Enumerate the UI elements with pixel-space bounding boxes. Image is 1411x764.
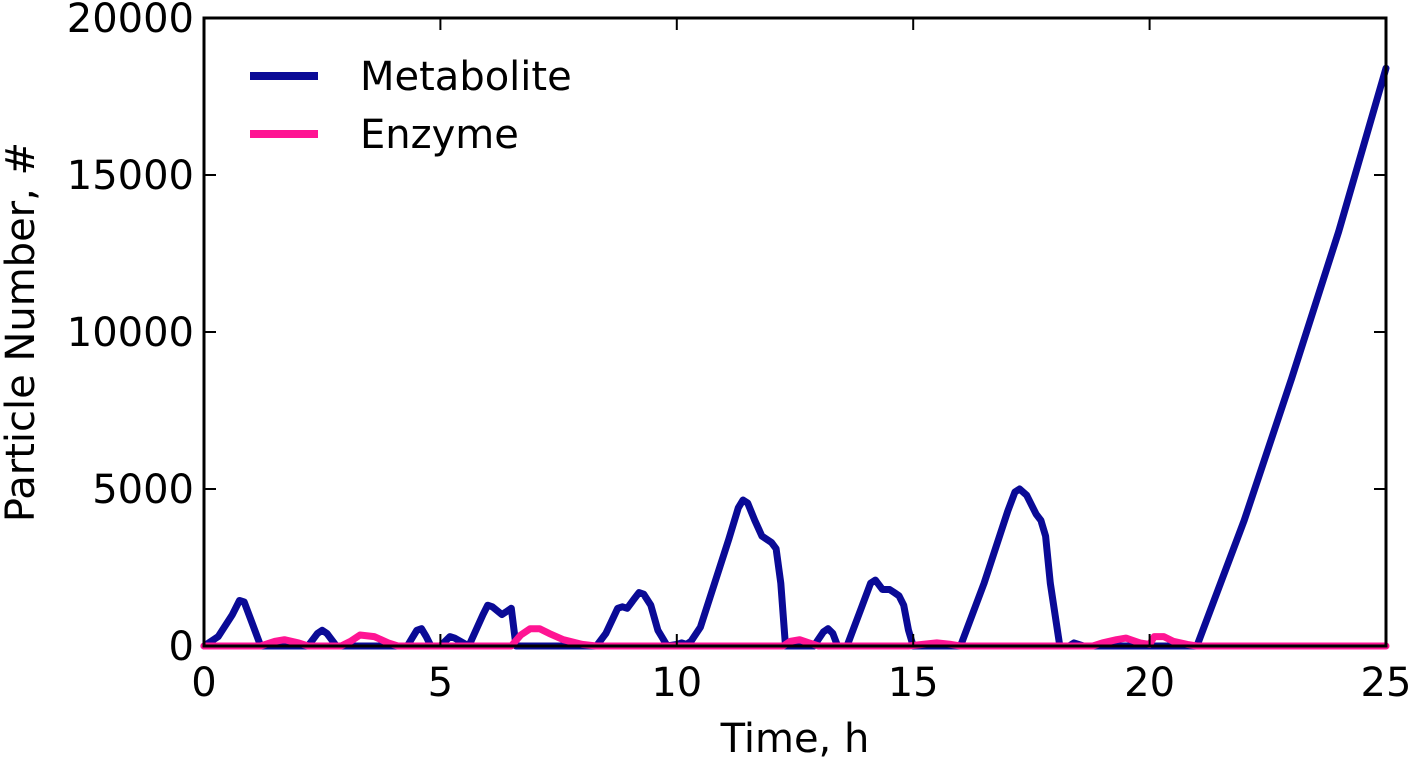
x-tick-label: 15 bbox=[888, 660, 939, 706]
y-tick-label: 15000 bbox=[67, 153, 194, 199]
y-tick-label: 0 bbox=[169, 624, 194, 670]
ticks-layer: 0 5 10 15 20 25 0 5000 10000 15000 20000 bbox=[67, 0, 1411, 706]
series-line-metabolite bbox=[200, 64, 1390, 650]
x-tick-label: 0 bbox=[191, 660, 216, 706]
series-line-enzyme bbox=[200, 625, 1390, 650]
series-layer bbox=[200, 64, 1390, 650]
legend-label-metabolite: Metabolite bbox=[360, 54, 572, 100]
y-axis-title: Particle Number, # bbox=[0, 142, 44, 522]
x-axis-title: Time, h bbox=[720, 716, 870, 759]
y-tick-label: 5000 bbox=[92, 467, 194, 513]
y-tick-label: 20000 bbox=[67, 0, 194, 42]
x-tick-label: 10 bbox=[651, 660, 702, 706]
legend: Metabolite Enzyme bbox=[250, 54, 572, 158]
y-tick-label: 10000 bbox=[67, 310, 194, 356]
x-tick-label: 25 bbox=[1361, 660, 1411, 706]
x-tick-label: 5 bbox=[428, 660, 453, 706]
legend-label-enzyme: Enzyme bbox=[360, 112, 519, 158]
x-tick-label: 20 bbox=[1124, 660, 1175, 706]
